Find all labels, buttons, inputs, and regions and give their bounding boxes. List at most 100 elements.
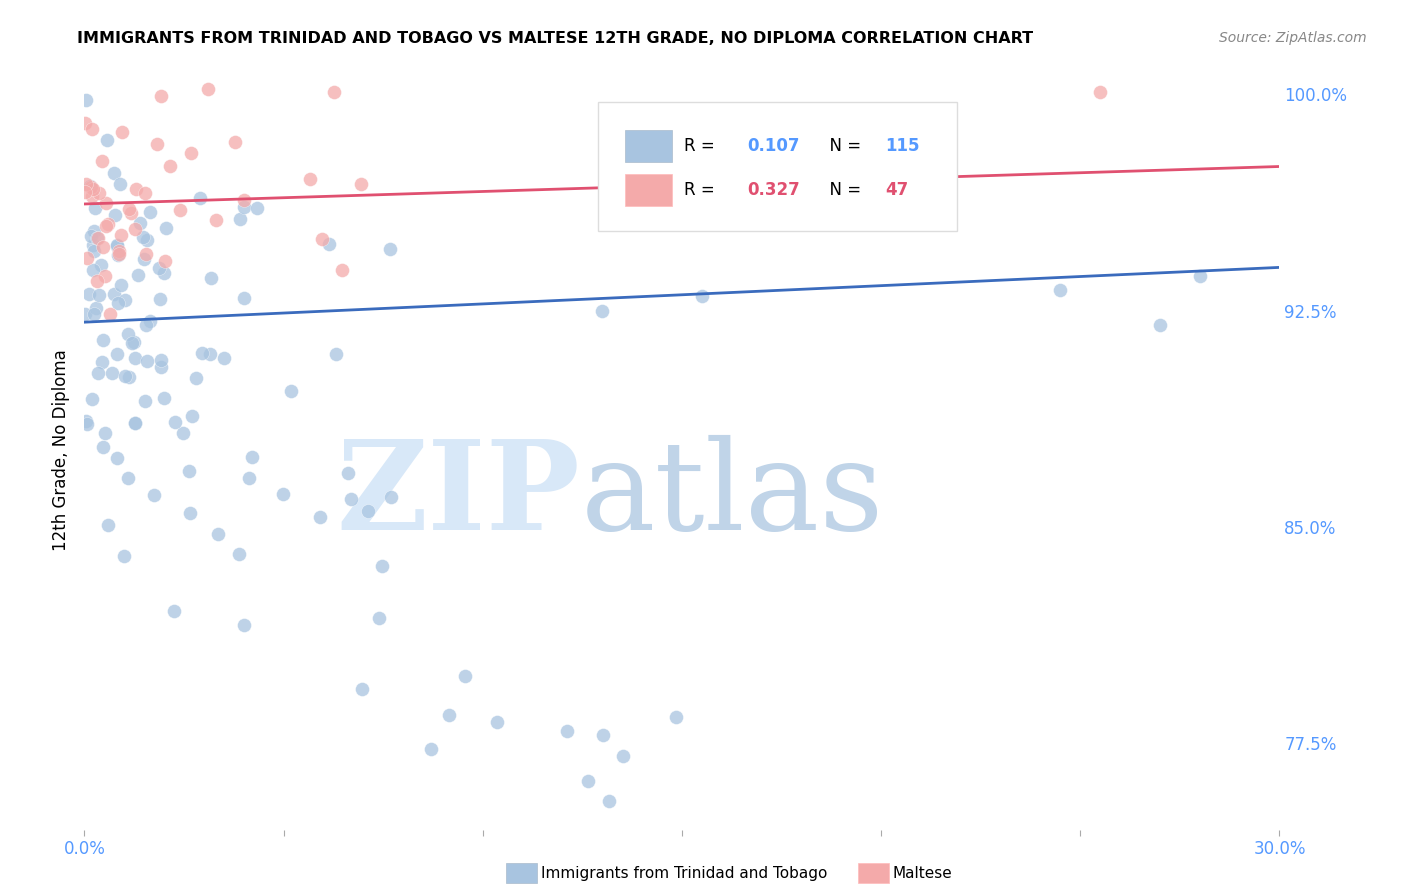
Point bbox=[240, 450, 263, 465]
Point bbox=[578, 773, 600, 788]
Point bbox=[623, 212, 645, 227]
Point bbox=[76, 178, 98, 192]
Point bbox=[200, 347, 222, 361]
Point bbox=[148, 261, 170, 276]
Point bbox=[108, 247, 131, 261]
Point bbox=[94, 268, 117, 283]
Point bbox=[200, 271, 222, 285]
Point bbox=[598, 794, 620, 808]
Point bbox=[180, 146, 202, 161]
Point bbox=[110, 227, 132, 242]
Text: 0.327: 0.327 bbox=[748, 181, 800, 200]
FancyBboxPatch shape bbox=[624, 130, 672, 162]
Text: 47: 47 bbox=[886, 181, 908, 200]
Point bbox=[143, 488, 166, 502]
Point bbox=[118, 202, 141, 217]
Point bbox=[153, 253, 176, 268]
Point bbox=[87, 288, 110, 302]
Point bbox=[197, 81, 219, 95]
Point bbox=[75, 93, 97, 107]
Point bbox=[82, 182, 104, 196]
Point bbox=[105, 239, 128, 253]
Point bbox=[612, 748, 634, 763]
Point bbox=[107, 296, 129, 310]
Point bbox=[155, 220, 177, 235]
Point bbox=[121, 335, 143, 350]
Point bbox=[84, 201, 107, 215]
Point bbox=[246, 202, 269, 216]
Point bbox=[150, 360, 173, 375]
Point bbox=[127, 268, 149, 282]
Point bbox=[80, 180, 103, 194]
Point bbox=[105, 347, 128, 361]
Text: N =: N = bbox=[820, 137, 866, 155]
Point bbox=[146, 137, 169, 152]
Point bbox=[233, 618, 256, 632]
Point bbox=[124, 351, 146, 365]
Point bbox=[132, 229, 155, 244]
Point bbox=[118, 369, 141, 384]
Point bbox=[94, 425, 117, 440]
Point bbox=[117, 470, 139, 484]
Point bbox=[159, 159, 181, 173]
Point bbox=[108, 244, 131, 258]
Point bbox=[323, 86, 346, 100]
Point bbox=[125, 182, 148, 196]
Point bbox=[169, 202, 191, 217]
Point bbox=[172, 425, 194, 440]
Point bbox=[591, 303, 613, 318]
Text: 0.107: 0.107 bbox=[748, 137, 800, 155]
Point bbox=[454, 669, 477, 683]
Point bbox=[84, 301, 107, 315]
Point bbox=[105, 450, 128, 465]
Point bbox=[107, 248, 129, 262]
Point bbox=[111, 125, 134, 139]
Point bbox=[90, 258, 112, 272]
Point bbox=[83, 224, 105, 238]
Point bbox=[191, 346, 214, 360]
Point bbox=[83, 244, 105, 258]
Point bbox=[149, 292, 172, 306]
Text: 115: 115 bbox=[886, 137, 920, 155]
Point bbox=[655, 198, 678, 212]
Point bbox=[271, 487, 294, 501]
Point bbox=[163, 415, 186, 429]
Point bbox=[135, 246, 157, 260]
Point bbox=[120, 206, 142, 220]
Point bbox=[91, 440, 114, 454]
Point bbox=[103, 166, 125, 180]
Point bbox=[205, 212, 228, 227]
Point bbox=[76, 252, 98, 266]
Point bbox=[186, 371, 208, 385]
Point bbox=[437, 708, 460, 723]
Point bbox=[1049, 284, 1071, 298]
Point bbox=[207, 526, 229, 541]
Text: ZIP: ZIP bbox=[336, 435, 581, 557]
Point bbox=[318, 236, 340, 251]
Point bbox=[233, 200, 256, 214]
Point bbox=[86, 231, 108, 245]
Text: Immigrants from Trinidad and Tobago: Immigrants from Trinidad and Tobago bbox=[541, 866, 828, 880]
Point bbox=[367, 611, 389, 625]
Point bbox=[91, 154, 114, 169]
Point bbox=[139, 205, 162, 219]
Point bbox=[485, 714, 508, 729]
Point bbox=[357, 504, 380, 518]
FancyBboxPatch shape bbox=[599, 102, 957, 230]
Point bbox=[179, 464, 201, 478]
Point bbox=[233, 291, 256, 305]
Point bbox=[311, 232, 333, 246]
Point bbox=[103, 208, 125, 222]
Point bbox=[91, 333, 114, 347]
Point bbox=[96, 517, 118, 532]
Point bbox=[592, 728, 614, 742]
Point bbox=[188, 191, 211, 205]
Y-axis label: 12th Grade, No Diploma: 12th Grade, No Diploma bbox=[52, 350, 70, 551]
Text: Maltese: Maltese bbox=[893, 866, 952, 880]
Point bbox=[380, 490, 402, 504]
Point bbox=[77, 287, 100, 301]
Point bbox=[75, 185, 97, 199]
Point bbox=[135, 354, 157, 368]
Point bbox=[103, 286, 125, 301]
Point bbox=[179, 507, 201, 521]
